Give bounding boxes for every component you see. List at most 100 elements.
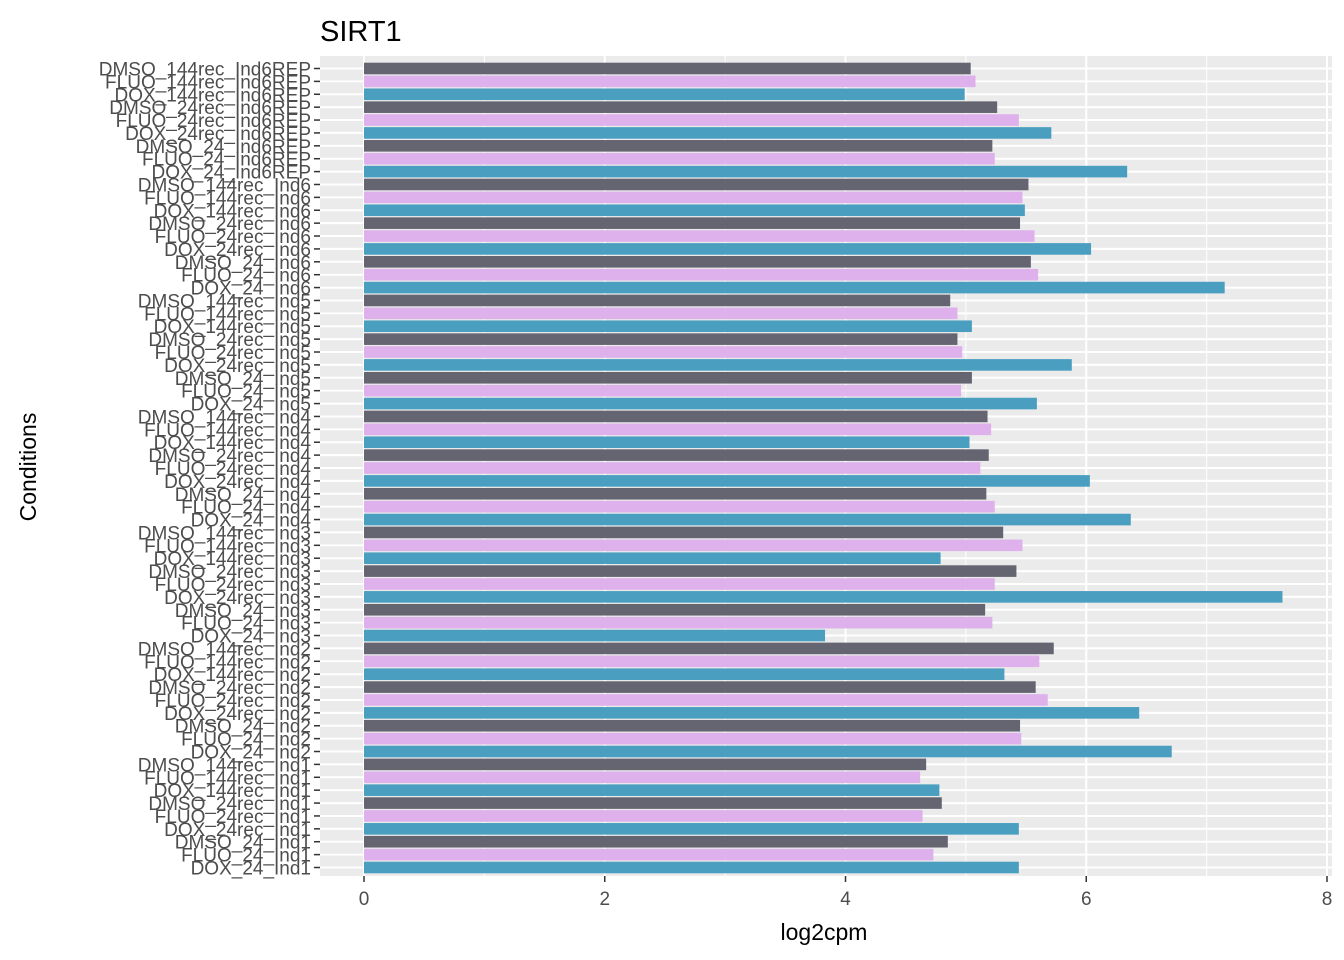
y-tick-label: DMSO_24_Ind6 — [175, 253, 311, 274]
y-tick-label: FLUO_24_Ind4 — [181, 498, 311, 519]
bars — [364, 62, 1283, 874]
y-tick-label: DMSO_144rec_Ind5 — [138, 291, 311, 312]
y-tick-label: DOX_24rec_Ind4 — [164, 472, 311, 493]
y-tick-label: DOX_144rec_Ind1 — [154, 781, 311, 802]
y-tick-label: DMSO_24_Ind1 — [175, 833, 311, 854]
y-tick-label: DMSO_24_Ind4 — [175, 485, 312, 506]
bar — [364, 526, 1004, 539]
bar — [364, 810, 923, 822]
bar — [364, 848, 934, 861]
x-tick-label: 0 — [359, 889, 370, 910]
y-tick-label: FLUO_24_Ind1 — [181, 846, 311, 867]
y-tick-label: DMSO_24_Ind6REP — [136, 137, 311, 158]
y-tick-label: DMSO_24rec_Ind6REP — [109, 98, 311, 119]
y-tick-label: FLUO_24_Ind2 — [181, 730, 311, 751]
y-tick-label: DOX_24rec_Ind5 — [164, 356, 311, 377]
y-tick-label: DOX_24_Ind2 — [191, 743, 311, 764]
bar — [364, 88, 965, 101]
bar — [364, 655, 1040, 668]
y-tick-label: FLUO_24_Ind6REP — [142, 150, 311, 171]
bar — [364, 707, 1140, 719]
y-tick-label: DMSO_24_Ind2 — [175, 717, 311, 738]
bar — [364, 603, 986, 616]
y-tick-label: DMSO_144rec_Ind2 — [138, 639, 311, 660]
bar — [364, 423, 992, 436]
bar — [364, 475, 1090, 487]
bar — [364, 178, 1029, 191]
bar — [364, 191, 1023, 204]
y-tick-label: DMSO_24_Ind5 — [175, 369, 311, 390]
bar — [364, 719, 1021, 732]
chart-title: SIRT1 — [320, 16, 402, 48]
y-tick-label: FLUO_144rec_Ind4 — [144, 420, 311, 441]
bar — [364, 861, 1019, 874]
y-tick-label: DOX_24rec_Ind1 — [164, 820, 311, 841]
x-tick-label: 8 — [1322, 889, 1333, 910]
bar — [364, 681, 1036, 693]
y-tick-label: FLUO_24rec_Ind1 — [155, 807, 311, 828]
y-tick-label: DOX_24_Ind3 — [191, 627, 311, 648]
bar — [364, 101, 998, 113]
y-tick-label: FLUO_144rec_Ind6REP — [105, 72, 311, 93]
bar — [364, 75, 976, 88]
bar — [364, 307, 958, 320]
bar — [364, 371, 972, 384]
bar — [364, 668, 1005, 680]
bar — [364, 797, 942, 809]
y-tick-label: DMSO_144rec_Ind4 — [138, 407, 312, 428]
bar — [364, 359, 1072, 371]
bar — [364, 758, 927, 771]
bar — [364, 745, 1172, 758]
bar — [364, 539, 1023, 552]
bar — [364, 462, 981, 474]
bar — [364, 281, 1225, 294]
y-tick-label: DMSO_24rec_Ind4 — [148, 446, 311, 467]
bar — [364, 616, 993, 629]
y-tick-label: DMSO_24rec_Ind2 — [148, 678, 311, 699]
bar — [364, 436, 970, 449]
y-tick-label: FLUO_24rec_Ind3 — [155, 575, 311, 596]
y-tick-label: DOX_24rec_Ind3 — [164, 588, 311, 609]
x-tick-label: 6 — [1081, 889, 1092, 910]
bar — [364, 784, 940, 796]
y-tick-label: DMSO_24rec_Ind5 — [148, 330, 311, 351]
bar — [364, 268, 1039, 281]
y-tick-label: DOX_24_Ind1 — [191, 859, 311, 880]
y-tick-label: DMSO_24rec_Ind1 — [148, 794, 311, 815]
bar — [364, 140, 993, 152]
bar — [364, 823, 1019, 835]
y-tick-label: DOX_144rec_Ind3 — [154, 549, 311, 570]
y-axis-title: Conditions — [15, 413, 41, 522]
y-tick-label: FLUO_24_Ind3 — [181, 614, 311, 635]
y-tick-label: FLUO_24rec_Ind4 — [155, 459, 312, 480]
bar — [364, 835, 948, 848]
y-tick-label: FLUO_24rec_Ind6 — [155, 227, 311, 248]
bar — [364, 127, 1052, 139]
y-tick-label: FLUO_144rec_Ind6 — [144, 188, 311, 209]
y-tick-label: DOX_24_Ind5 — [191, 395, 311, 416]
y-tick-label: DMSO_144rec_Ind6 — [138, 175, 311, 196]
y-axis: DMSO_144rec_Ind6REPFLUO_144rec_Ind6REPDO… — [99, 60, 320, 880]
bar — [364, 114, 1019, 126]
bar — [364, 152, 995, 165]
bar — [364, 732, 1022, 745]
bar — [364, 642, 1054, 655]
x-tick-label: 4 — [840, 889, 851, 910]
x-tick-label: 2 — [599, 889, 610, 910]
y-tick-label: DMSO_24rec_Ind3 — [148, 562, 311, 583]
y-tick-label: FLUO_24rec_Ind5 — [155, 343, 311, 364]
bar — [364, 552, 941, 565]
bar — [364, 565, 1017, 577]
bar — [364, 333, 958, 345]
y-tick-label: DOX_144rec_Ind6 — [154, 201, 311, 222]
bar — [364, 384, 962, 397]
bar — [364, 487, 987, 500]
bar — [364, 230, 1035, 242]
y-tick-label: FLUO_24rec_Ind6REP — [116, 111, 311, 132]
bar — [364, 62, 971, 75]
x-axis: 0 2 4 6 8 — [359, 876, 1333, 910]
bar — [364, 217, 1021, 229]
y-tick-label: FLUO_24rec_Ind2 — [155, 691, 311, 712]
bar — [364, 578, 995, 590]
